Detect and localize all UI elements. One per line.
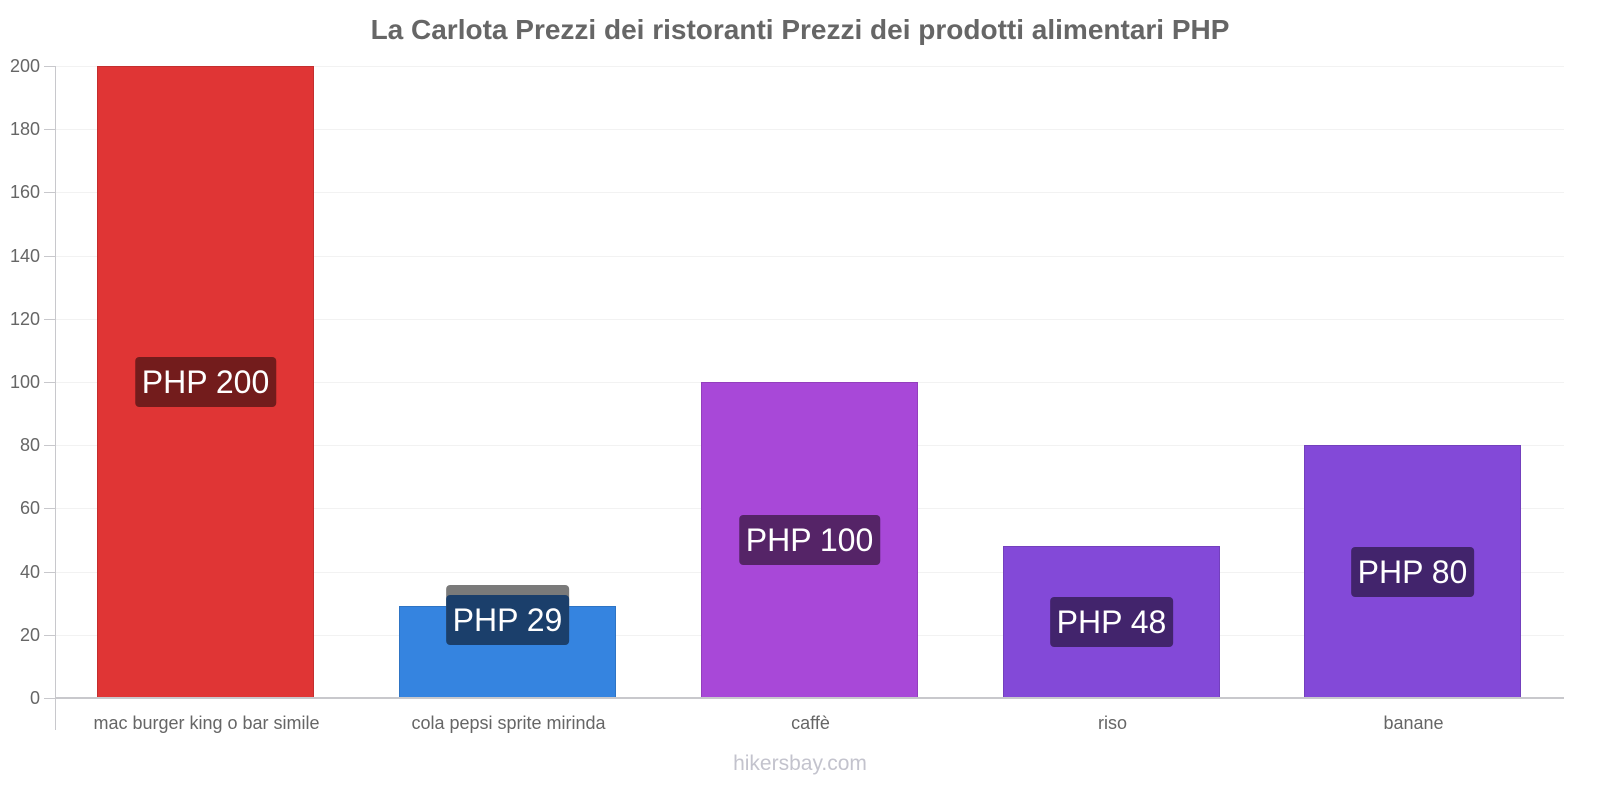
- bar-value-label: PHP 48: [1049, 597, 1174, 648]
- gridline: [56, 129, 1564, 131]
- y-tick-label: 160: [9, 182, 40, 203]
- bar-value-label: PHP 100: [738, 515, 881, 565]
- y-tick-mark: [44, 255, 55, 257]
- gridline: [56, 318, 1564, 320]
- x-axis-label: caffè: [791, 713, 830, 733]
- x-axis-label: cola pepsi sprite mirinda: [411, 713, 606, 733]
- gridline: [56, 66, 1564, 67]
- watermark: hikersbay.com: [733, 752, 867, 775]
- y-tick-mark: [44, 571, 55, 573]
- bar-value-label: PHP 29: [445, 595, 570, 646]
- bar-value-label: PHP 200: [134, 357, 277, 407]
- y-tick-mark: [44, 382, 55, 383]
- gridline: [56, 192, 1564, 194]
- gridline: [56, 255, 1564, 257]
- y-tick-mark: [44, 129, 55, 131]
- y-tick-mark: [44, 508, 55, 510]
- chart-title: La Carlota Prezzi dei ristoranti Prezzi …: [370, 14, 1230, 45]
- y-tick-mark: [44, 66, 55, 67]
- x-axis-label: riso: [1097, 713, 1128, 733]
- bar-value-label: PHP 80: [1350, 546, 1475, 597]
- y-tick-label: 60: [19, 498, 40, 519]
- x-axis-label: banane: [1383, 713, 1444, 733]
- y-tick-label: 80: [19, 435, 40, 456]
- y-tick-label: 120: [9, 308, 40, 329]
- y-tick-label: 100: [9, 372, 40, 392]
- x-axis-label: mac burger king o bar simile: [93, 713, 320, 733]
- y-tick-label: 20: [19, 624, 40, 645]
- y-tick-label: 140: [9, 245, 40, 266]
- y-tick-mark: [44, 698, 55, 699]
- y-tick-label: 180: [9, 119, 40, 140]
- y-axis-line: [55, 66, 56, 730]
- y-tick-label: 40: [19, 561, 40, 582]
- y-tick-label: 0: [29, 688, 40, 708]
- y-tick-label: 200: [9, 56, 40, 76]
- y-tick-mark: [44, 445, 55, 447]
- x-axis-line: [56, 697, 1564, 699]
- y-tick-mark: [44, 192, 55, 194]
- y-tick-mark: [44, 634, 55, 636]
- y-tick-mark: [44, 318, 55, 320]
